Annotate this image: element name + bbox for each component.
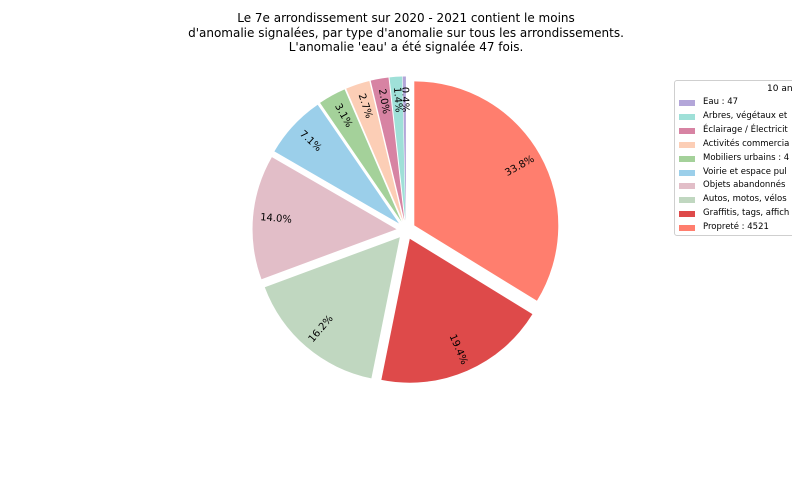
legend-label-6: Objets abandonnés [703,180,786,191]
chart-title-line-3: L'anomalie 'eau' a été signalée 47 fois. [288,40,524,55]
legend-label-5: Voirie et espace pul [703,166,787,177]
pie-slice-7 [264,237,400,379]
legend-label-7: Autos, motos, vélos [703,194,787,205]
pie-slice-5 [274,104,400,224]
pie-slice-9 [414,81,559,301]
legend-swatch-9 [679,225,695,232]
legend-swatch-4 [679,155,695,162]
legend-swatch-1 [679,113,695,120]
legend-label-9: Propreté : 4521 [703,222,769,233]
pie-slice-2 [370,77,405,221]
chart-title-line-1: Le 7e arrondissement sur 2020 - 2021 con… [237,11,575,25]
legend-swatch-8 [679,211,695,218]
legend-swatch-2 [679,127,695,134]
pie-slice-0 [402,76,406,221]
pie-slice-label-0: 0.4% [399,87,410,113]
pie-slice-1 [389,76,406,221]
legend-swatch-5 [679,169,695,176]
chart-title-line-2: d'anomalie signalées, par type d'anomali… [188,25,624,40]
legend-swatch-6 [679,183,695,190]
legend-swatch-7 [679,197,695,204]
legend: 10 an Eau : 47 Arbres, végétaux et Éclaira… [674,80,792,236]
legend-label-2: Éclairage / Électricit [703,124,788,135]
pie-slice-8 [381,238,533,383]
chart-title: Le 7e arrondissement sur 2020 - 2021 con… [0,11,792,55]
legend-label-1: Arbres, végétaux et [703,110,788,121]
legend-label-8: Graffitis, tags, affich [703,208,790,219]
pie-slice-3 [346,80,404,221]
legend-swatch-0 [679,100,695,106]
pie-slice-6 [252,157,397,280]
legend-label-4: Mobiliers urbains : 4 [703,152,790,163]
legend-swatch-3 [679,141,695,148]
pie-slice-label-6: 14.0% [260,212,293,226]
legend-label-0: Eau : 47 [703,97,739,107]
legend-title: 10 an [767,84,792,94]
pie-slice-4 [320,89,402,222]
legend-label-3: Activités commercia [703,138,790,149]
pie-slice-label-2: 2.0% [376,88,391,115]
pie-slice-label-1: 1.4% [391,87,404,113]
